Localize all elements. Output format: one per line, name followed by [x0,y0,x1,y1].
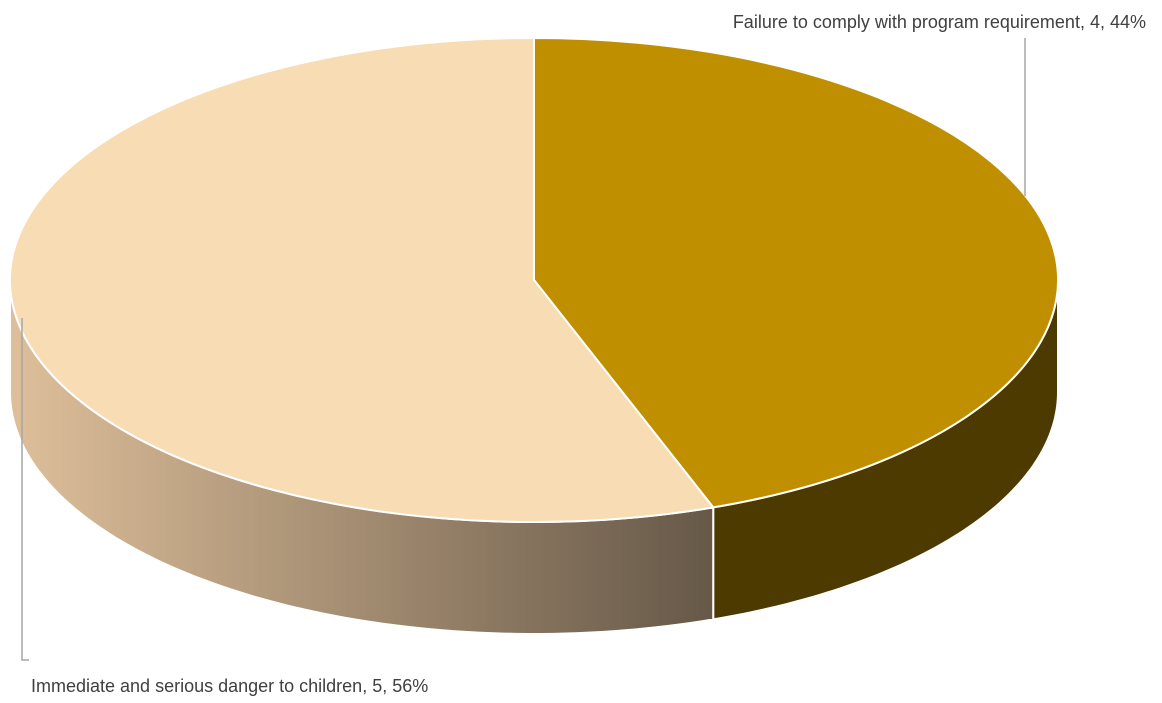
data-label-failure-to-comply: Failure to comply with program requireme… [733,12,1146,32]
leader-lines [21,38,1026,661]
slice-top-0 [533,37,1059,509]
data-labels: Failure to comply with program requireme… [31,12,1146,696]
slice-top-1 [9,37,715,523]
pie-tops [9,37,1059,523]
leader-line-immediate-danger [21,318,29,661]
data-label-immediate-danger: Immediate and serious danger to children… [31,676,428,696]
